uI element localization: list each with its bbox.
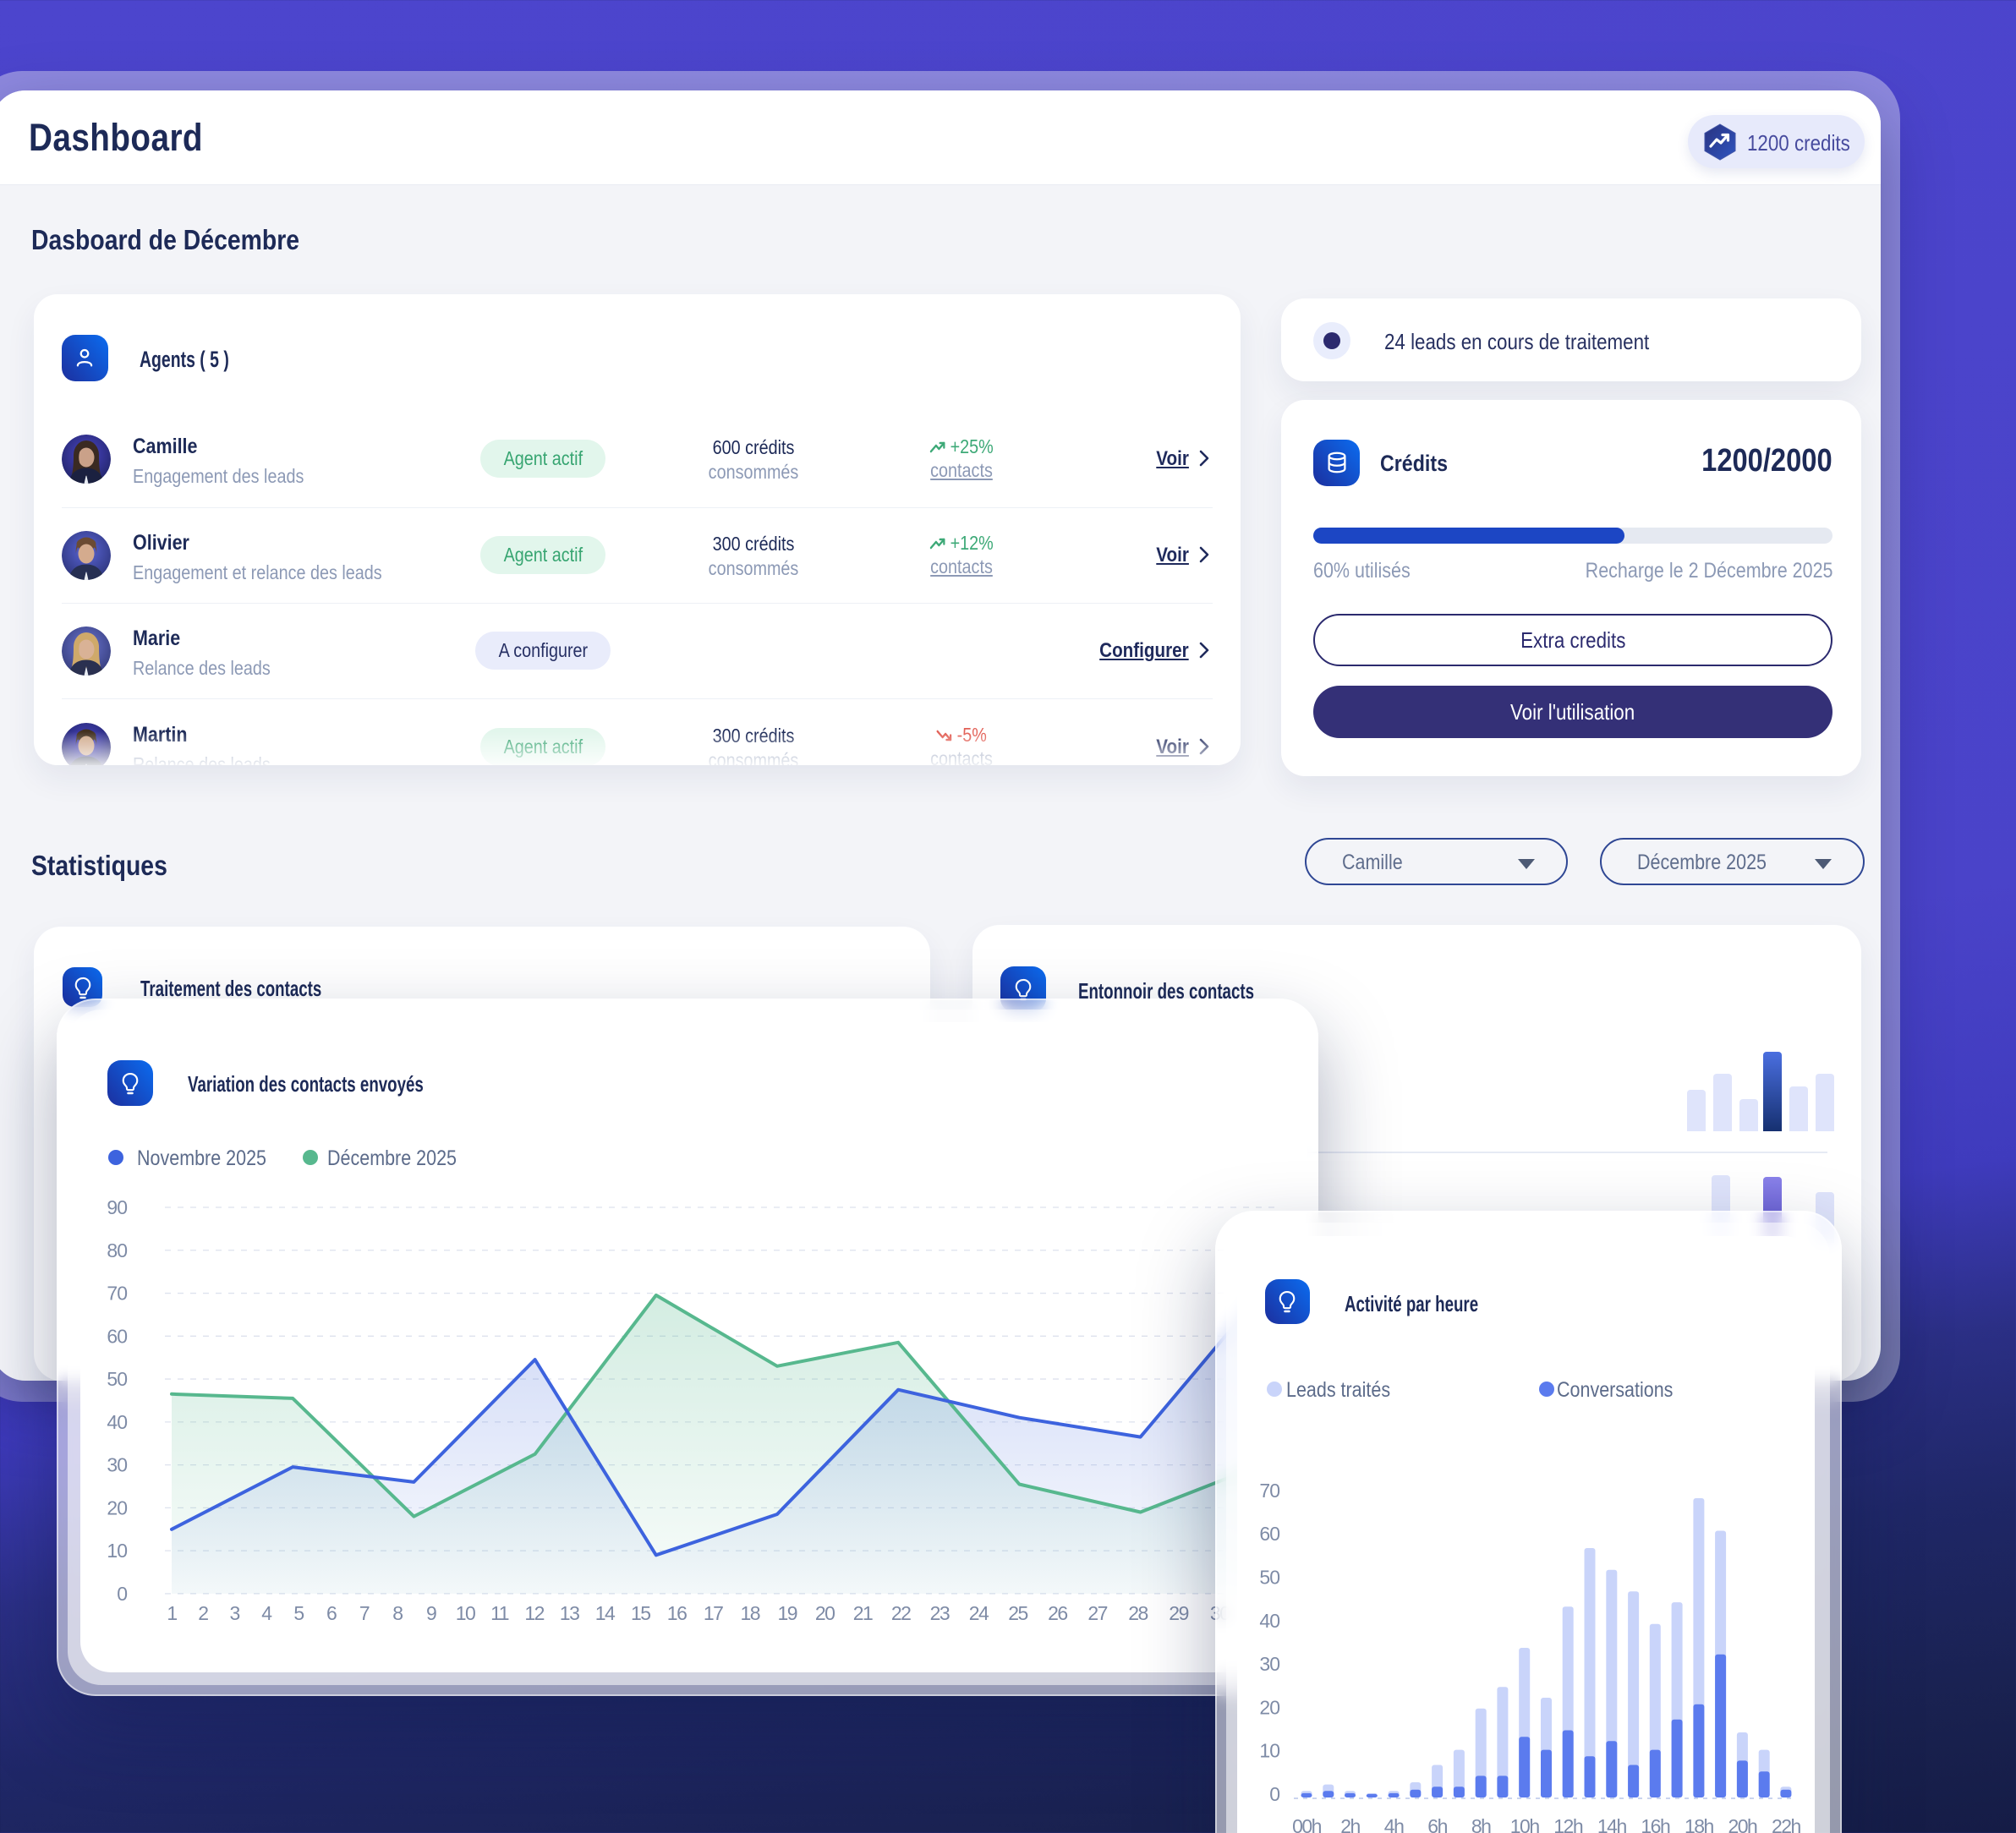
svg-text:8h: 8h	[1471, 1815, 1491, 1833]
svg-text:11: 11	[490, 1602, 509, 1624]
svg-text:6: 6	[326, 1602, 337, 1624]
svg-text:19: 19	[778, 1602, 797, 1624]
svg-text:22h: 22h	[1772, 1815, 1801, 1833]
svg-text:16: 16	[667, 1602, 687, 1624]
svg-text:2: 2	[198, 1602, 208, 1624]
svg-text:0: 0	[1269, 1783, 1279, 1805]
svg-text:24: 24	[969, 1602, 989, 1624]
svg-text:20: 20	[815, 1602, 835, 1624]
svg-text:10: 10	[1259, 1740, 1279, 1762]
svg-text:90: 90	[107, 1196, 127, 1218]
svg-text:13: 13	[560, 1602, 579, 1624]
svg-text:8: 8	[392, 1602, 403, 1624]
svg-text:14: 14	[595, 1602, 616, 1624]
svg-text:20h: 20h	[1728, 1815, 1757, 1833]
svg-text:30: 30	[1259, 1653, 1279, 1675]
svg-text:18: 18	[741, 1602, 760, 1624]
svg-text:12h: 12h	[1553, 1815, 1583, 1833]
svg-text:70: 70	[107, 1283, 127, 1305]
svg-text:23: 23	[930, 1602, 950, 1624]
svg-text:16h: 16h	[1641, 1815, 1670, 1833]
svg-text:60: 60	[1259, 1523, 1279, 1545]
svg-text:1: 1	[167, 1602, 177, 1624]
svg-text:15: 15	[631, 1602, 650, 1624]
svg-text:30: 30	[107, 1454, 127, 1476]
svg-text:17: 17	[704, 1602, 723, 1624]
svg-text:70: 70	[1259, 1480, 1279, 1502]
svg-text:10h: 10h	[1510, 1815, 1540, 1833]
svg-text:22: 22	[891, 1602, 911, 1624]
svg-text:4h: 4h	[1384, 1815, 1404, 1833]
svg-text:0: 0	[117, 1583, 127, 1605]
svg-text:60: 60	[107, 1325, 127, 1347]
svg-text:29: 29	[1169, 1602, 1188, 1624]
svg-text:14h: 14h	[1597, 1815, 1627, 1833]
svg-text:27: 27	[1087, 1602, 1107, 1624]
svg-text:18h: 18h	[1685, 1815, 1714, 1833]
svg-text:20: 20	[1259, 1696, 1279, 1718]
svg-text:28: 28	[1128, 1602, 1148, 1624]
svg-text:50: 50	[1259, 1567, 1279, 1589]
svg-text:10: 10	[107, 1540, 127, 1562]
svg-text:80: 80	[107, 1239, 127, 1261]
svg-text:10: 10	[456, 1602, 475, 1624]
svg-text:25: 25	[1008, 1602, 1027, 1624]
svg-text:50: 50	[107, 1368, 127, 1390]
svg-text:20: 20	[107, 1496, 127, 1518]
svg-text:12: 12	[524, 1602, 544, 1624]
svg-text:4: 4	[261, 1602, 272, 1624]
svg-text:6h: 6h	[1427, 1815, 1447, 1833]
svg-text:00h: 00h	[1292, 1815, 1322, 1833]
svg-text:26: 26	[1048, 1602, 1067, 1624]
svg-text:3: 3	[230, 1602, 240, 1624]
svg-text:9: 9	[426, 1602, 436, 1624]
svg-text:7: 7	[359, 1602, 370, 1624]
svg-text:2h: 2h	[1340, 1815, 1360, 1833]
svg-text:5: 5	[293, 1602, 304, 1624]
svg-text:40: 40	[1259, 1610, 1279, 1632]
svg-text:40: 40	[107, 1411, 127, 1433]
svg-text:21: 21	[853, 1602, 873, 1624]
